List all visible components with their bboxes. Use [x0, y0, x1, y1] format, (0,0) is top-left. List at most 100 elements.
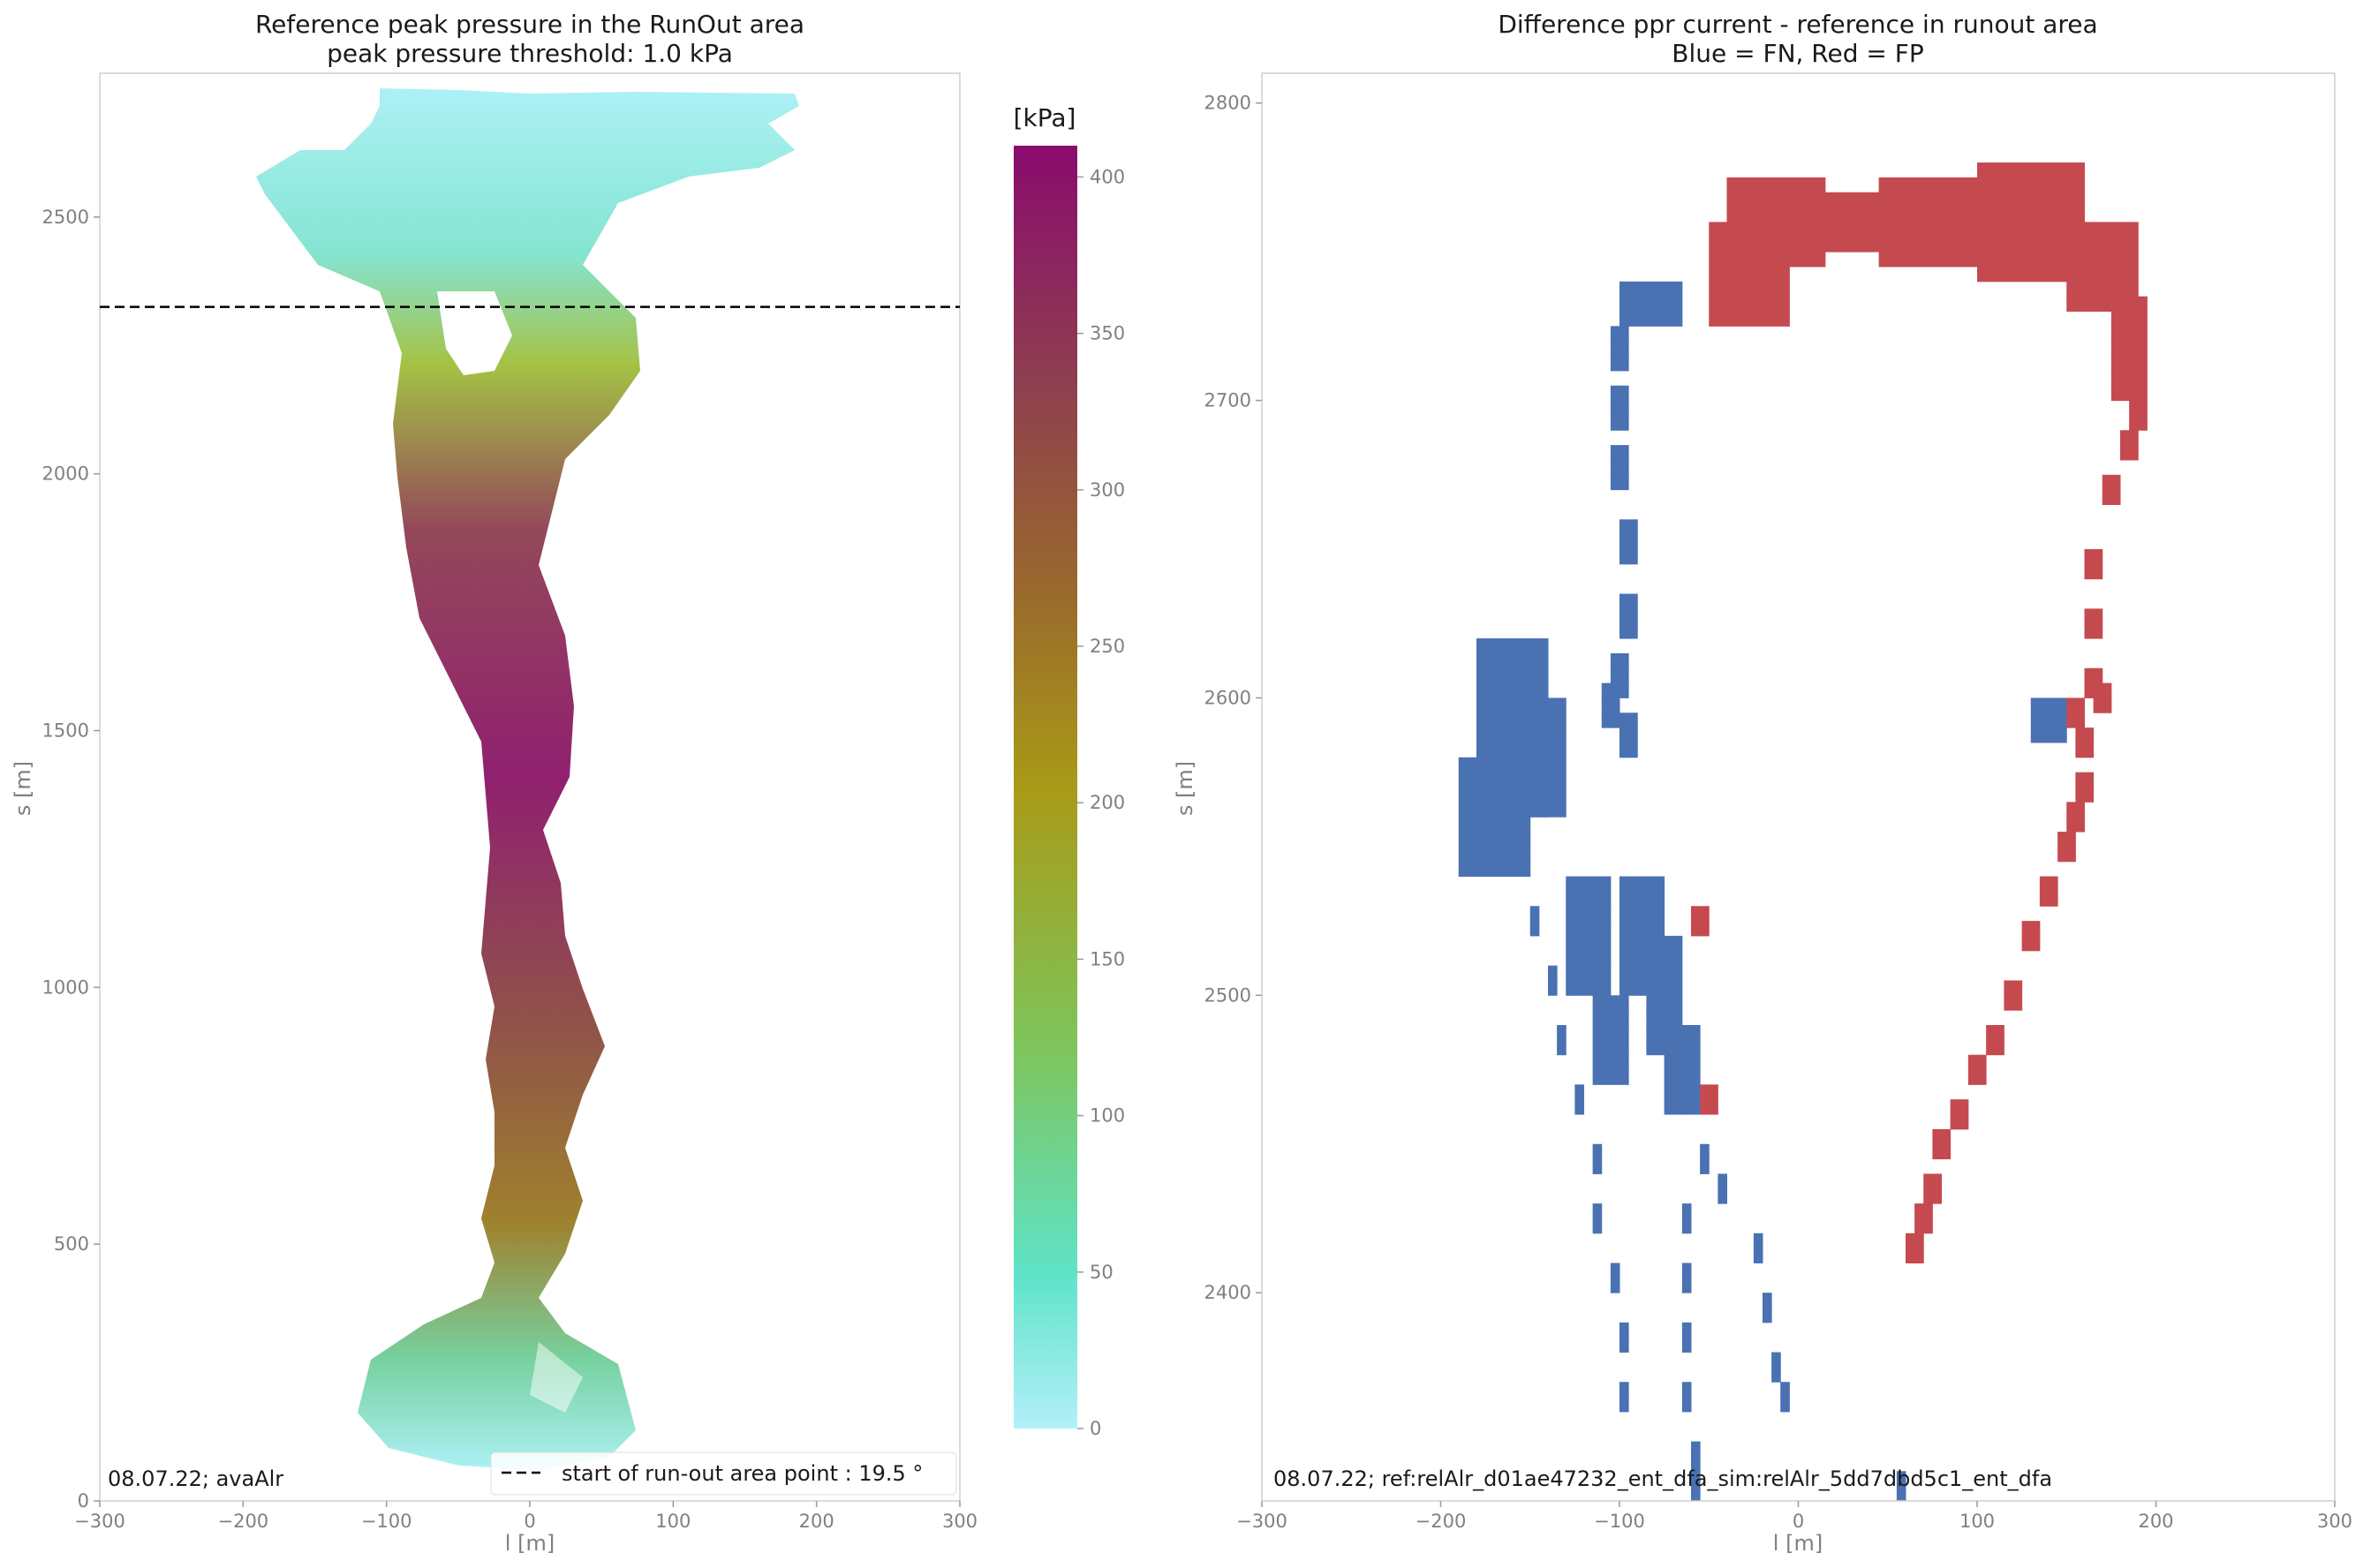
- fp-cell: [1914, 252, 1924, 268]
- fn-cell: [1467, 757, 1477, 773]
- fp-cell: [2030, 237, 2041, 253]
- fp-cell: [1771, 177, 1781, 193]
- fp-cell: [1735, 252, 1746, 268]
- fp-cell: [1986, 1025, 1996, 1041]
- fn-cell: [1529, 667, 1540, 684]
- fn-cell: [1610, 1025, 1620, 1041]
- fn-cell: [1458, 846, 1468, 863]
- fp-cell: [1914, 1203, 1924, 1219]
- fp-cell: [1735, 207, 1746, 222]
- fn-cell: [1655, 980, 1665, 996]
- y-tick-label: 2500: [42, 207, 89, 228]
- fp-cell: [2057, 846, 2067, 863]
- fp-cell: [1807, 207, 1817, 222]
- fp-cell: [2030, 192, 2041, 208]
- fn-cell: [1557, 757, 1567, 773]
- fp-cell: [1995, 177, 2004, 193]
- fp-cell: [2021, 207, 2032, 222]
- fp-cell: [1744, 192, 1755, 208]
- fp-cell: [1807, 192, 1817, 208]
- colorbar: [kPa] 0 50 100 150 200 250 300 350 400: [1014, 103, 1126, 1439]
- fp-cell: [2138, 385, 2148, 402]
- fn-cell: [1503, 727, 1513, 743]
- fp-cell: [2084, 281, 2095, 298]
- fp-cell: [1977, 162, 1987, 178]
- fp-cell: [1932, 252, 1942, 268]
- fn-cell: [1655, 950, 1665, 967]
- right-annotation: 08.07.22; ref:relAlr_d01ae47232_ent_dfa_…: [1273, 1466, 2052, 1491]
- fn-cell: [1476, 727, 1486, 743]
- fn-cell: [1521, 652, 1531, 669]
- fp-cell: [1878, 207, 1889, 222]
- fn-cell: [1503, 697, 1513, 713]
- fp-cell: [2004, 192, 2013, 208]
- fp-cell: [1906, 1248, 1915, 1263]
- fn-cell: [1664, 980, 1674, 996]
- fn-cell: [1672, 281, 1683, 298]
- fn-cell: [1476, 742, 1486, 758]
- fp-cell: [1852, 192, 1861, 208]
- fn-cell: [1610, 1054, 1620, 1071]
- fn-cell: [1476, 757, 1486, 773]
- fp-cell: [2075, 712, 2085, 728]
- fn-cell: [1476, 787, 1486, 803]
- fn-cell: [1557, 772, 1567, 788]
- fp-cell: [1709, 296, 1718, 312]
- x-tick-label: 100: [655, 1511, 691, 1532]
- fn-cell: [2030, 712, 2041, 728]
- fp-cell: [1691, 906, 1701, 922]
- fn-cell: [1566, 906, 1575, 922]
- fp-cell: [2075, 742, 2085, 758]
- fp-cell: [2066, 207, 2076, 222]
- fn-cell: [1494, 772, 1504, 788]
- fn-cell: [1637, 891, 1647, 907]
- fp-cell: [2093, 296, 2103, 312]
- fn-cell: [1664, 965, 1674, 981]
- fn-cell: [1681, 1025, 1692, 1041]
- fn-cell: [1718, 1173, 1727, 1189]
- fn-cell: [1592, 1069, 1603, 1085]
- fp-cell: [1771, 192, 1781, 208]
- fp-cell: [1896, 252, 1906, 268]
- left-panel: Reference peak pressure in the RunOut ar…: [11, 10, 1125, 1556]
- fn-cell: [1619, 995, 1629, 1011]
- fp-cell: [1726, 192, 1737, 208]
- colorbar-tick-label: 150: [1090, 948, 1125, 969]
- fn-cell: [1557, 727, 1567, 743]
- fp-cell: [1967, 1054, 1978, 1071]
- fp-cell: [1744, 177, 1755, 193]
- fp-cell: [1718, 266, 1727, 283]
- fp-cell: [2093, 281, 2103, 298]
- fn-cell: [1566, 891, 1575, 907]
- fn-cell: [1485, 772, 1495, 788]
- fp-cell: [2075, 787, 2085, 803]
- fp-cell: [2066, 266, 2076, 283]
- fp-cell: [1763, 266, 1772, 283]
- fn-cell: [1619, 906, 1629, 922]
- left-annotation: 08.07.22; avaAlr: [108, 1466, 283, 1491]
- fn-cell: [1718, 1188, 1727, 1204]
- fn-cell: [1529, 682, 1540, 698]
- fn-cell: [1664, 1084, 1674, 1100]
- fn-cell: [1628, 712, 1638, 728]
- fp-cell: [1816, 177, 1826, 193]
- fp-cell: [2093, 222, 2103, 237]
- fn-cell: [1672, 296, 1683, 312]
- fn-cell: [1574, 906, 1584, 922]
- fp-cell: [2075, 802, 2085, 818]
- fp-cell: [1789, 192, 1799, 208]
- fn-cell: [1628, 742, 1638, 758]
- fp-cell: [2084, 787, 2095, 803]
- fp-cell: [2039, 177, 2050, 193]
- fp-cell: [2110, 356, 2121, 372]
- fp-cell: [1977, 237, 1987, 253]
- fn-cell: [1548, 697, 1558, 713]
- fp-cell: [1763, 177, 1772, 193]
- fn-cell: [1646, 965, 1656, 981]
- fp-cell: [1995, 222, 2004, 237]
- fn-cell: [1548, 965, 1558, 981]
- fp-cell: [2030, 222, 2041, 237]
- right-panel: Difference ppr current - reference in ru…: [1173, 10, 2352, 1556]
- fn-cell: [1548, 712, 1558, 728]
- fp-cell: [2057, 162, 2067, 178]
